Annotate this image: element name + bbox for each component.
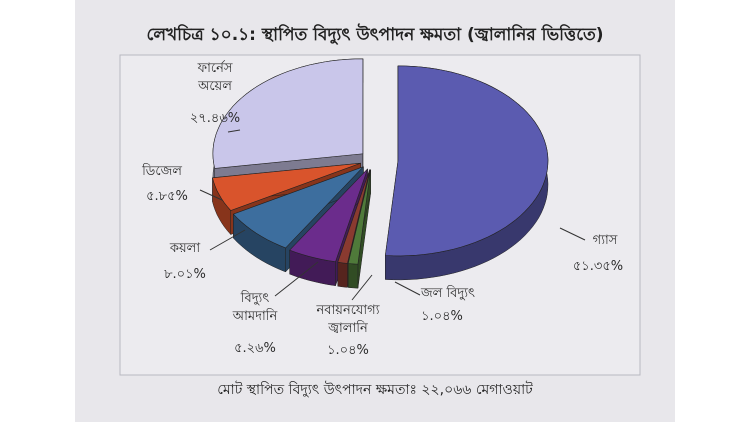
leader-line bbox=[199, 189, 223, 201]
slice-side bbox=[337, 261, 348, 288]
value-label: ৫.২৬% bbox=[234, 341, 276, 356]
value-label: ৮.০১% bbox=[164, 267, 206, 282]
slice bbox=[337, 169, 371, 264]
slice-side bbox=[347, 263, 359, 289]
chart-title: লেখচিত্র ১০.১: স্থাপিত বিদ্যুৎ উৎপাদন ক্… bbox=[146, 25, 604, 45]
slice bbox=[289, 168, 368, 263]
value-label: ১.০৪% bbox=[327, 343, 369, 358]
slice-label: ফার্নেস অয়েল bbox=[197, 61, 233, 94]
slice-label: কয়লা bbox=[169, 241, 201, 256]
slice-label: জল বিদ্যুৎ bbox=[421, 286, 475, 301]
value-label: ২৭.৪৬% bbox=[189, 111, 241, 126]
leader-line bbox=[274, 261, 319, 297]
leader-line bbox=[559, 227, 586, 241]
slice-label: নবায়নযোগ্য জ্বালানি bbox=[316, 303, 380, 336]
slice bbox=[232, 166, 364, 249]
value-label: ৫.৮৫% bbox=[146, 189, 188, 204]
footnote: মোট স্থাপিত বিদ্যুৎ উৎপাদন ক্ষমতাঃ ২২,০৬… bbox=[217, 382, 533, 398]
value-label: ৫১.৩৫% bbox=[572, 259, 624, 274]
leader-line bbox=[209, 229, 246, 251]
leader-line bbox=[394, 281, 421, 296]
slice bbox=[212, 162, 361, 211]
leader-line bbox=[227, 129, 241, 133]
value-label: ১.০৪% bbox=[421, 309, 463, 324]
slice bbox=[212, 58, 364, 169]
slice bbox=[347, 169, 371, 265]
slice bbox=[384, 65, 549, 257]
leader-line bbox=[351, 274, 373, 301]
slice-label: বিদ্যুৎ আমদানি bbox=[232, 291, 278, 324]
slice-label: গ্যাস bbox=[592, 233, 618, 248]
slice-label: ডিজেল bbox=[142, 164, 182, 179]
chart-frame bbox=[119, 54, 641, 376]
